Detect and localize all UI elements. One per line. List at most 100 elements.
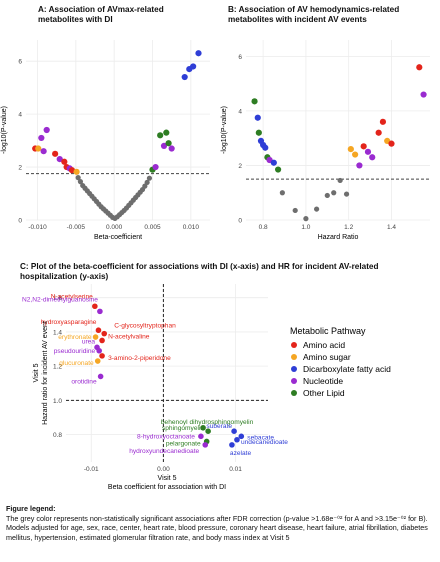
x-tick-label: 0.010 [183,224,200,231]
data-point [95,327,102,334]
x-tick-label: 1.2 [344,224,353,231]
point-label: 8-hydroxyoctanoate [137,433,195,440]
x-tick-label: 1.0 [301,224,310,231]
data-point [303,216,309,222]
data-point [270,159,277,166]
x-tick-label: -0.005 [67,224,86,231]
point-label: C-glycosyltryptophan [114,323,176,330]
data-point [92,334,99,340]
data-point [99,353,105,359]
data-point [388,140,395,147]
data-point [43,126,50,134]
point-label: azelate [230,450,252,457]
data-point [94,358,101,364]
y-tick-label: 4 [238,108,242,115]
y-tick-label: 4 [18,112,22,119]
data-point [364,148,372,155]
point-label: sphingomyelin [162,425,204,432]
data-point [96,347,102,354]
legend-item: Amino acid [303,340,345,350]
data-point [347,145,354,153]
point-label: urea [82,338,96,345]
point-label: hydroxyundecanedioate [129,448,199,455]
point-label: N-acetylserine [51,293,93,300]
point-label: erythronate [58,334,92,341]
data-point [146,175,153,181]
legend-item: Dicarboxylate fatty acid [303,364,391,374]
y-tick-label: 6 [238,54,242,61]
legend-item: Other Lipid [303,388,345,398]
point-label: undecanedioate [241,439,288,446]
data-point [195,50,202,57]
figure-legend: Figure legend: The grey color represents… [6,504,436,542]
x-tick-label: 0.00 [157,466,170,473]
data-point [160,142,168,149]
x-axis-label: Hazard Ratio [318,234,359,241]
y-tick-label: 2 [238,163,242,170]
legend-item: Nucleotide [303,376,343,386]
data-point [165,140,172,147]
point-label: N-acetylvaline [108,333,150,340]
data-point [231,428,237,434]
legend-swatch [291,366,297,372]
data-point [77,179,84,185]
y-tick-label: 1.0 [53,398,62,405]
data-point [416,64,423,71]
data-point [279,190,285,196]
legend-swatch [291,378,297,384]
point-label: pelargonate [166,440,201,447]
figure-legend-line-1: The grey color represents non-statistica… [6,513,428,523]
data-point [56,156,63,163]
data-point [356,162,363,169]
y-tick-label: 2 [18,165,22,172]
data-point [375,129,382,136]
data-point [274,166,282,173]
data-point [97,308,103,315]
data-point [73,168,80,175]
data-point [35,145,42,152]
chart-panel-b: 0.8 1.0 1.2 1.4 0 2 4 6 Hazard Ratio -log10(P-val… [221,40,430,241]
data-point [343,191,350,197]
data-point [75,175,81,181]
data-point [369,154,376,161]
data-point [254,114,261,121]
data-point [202,442,209,448]
panel-b-title: B: Association of AV hemodynamics-relate… [228,5,400,24]
point-label: behenoyl dihydrosphingomyelin [161,419,254,426]
data-point [331,190,337,196]
legend-item: Amino sugar [303,352,351,362]
y-axis-label-top: Visit 5 [33,363,40,382]
data-point [38,134,45,142]
data-point [360,143,367,150]
data-point [205,428,211,434]
point-label: pseudouridine [54,348,96,355]
legend-title: Metabolic Pathway [290,326,366,336]
data-point [144,179,150,186]
y-axis-label: -log10(P-value) [221,106,228,154]
x-axis-label-top: Visit 5 [158,475,177,482]
y-tick-label: 1.6 [53,295,62,302]
point-label: sebacate [247,434,274,441]
chart-panel-a: -0.010 -0.005 0.000 0.005 0.010 0 2 4 6 Beta-coef… [1,40,210,241]
data-point [97,373,104,380]
y-tick-label: 0 [18,218,22,225]
legend-swatch [291,390,297,396]
x-axis-label: Beta-coefficient [94,234,142,241]
panel-c-title: C: Plot of the beta-coefficient for asso… [20,262,379,281]
data-point [198,433,204,440]
data-point [238,433,245,440]
y-axis-label: -log10(P-value) [1,106,8,154]
data-point [40,148,47,155]
data-point [314,206,320,212]
data-point [292,207,298,214]
figure-legend-heading: Figure legend: [6,504,56,513]
data-point [200,424,206,431]
data-point [262,144,269,151]
point-label: N2,N2-dimethylguanosine [22,296,98,303]
y-tick-label: 6 [18,59,22,66]
data-point [157,132,164,139]
data-point [251,98,258,105]
x-tick-label: 0.005 [144,224,161,231]
data-point [61,158,68,165]
data-point [181,73,188,81]
